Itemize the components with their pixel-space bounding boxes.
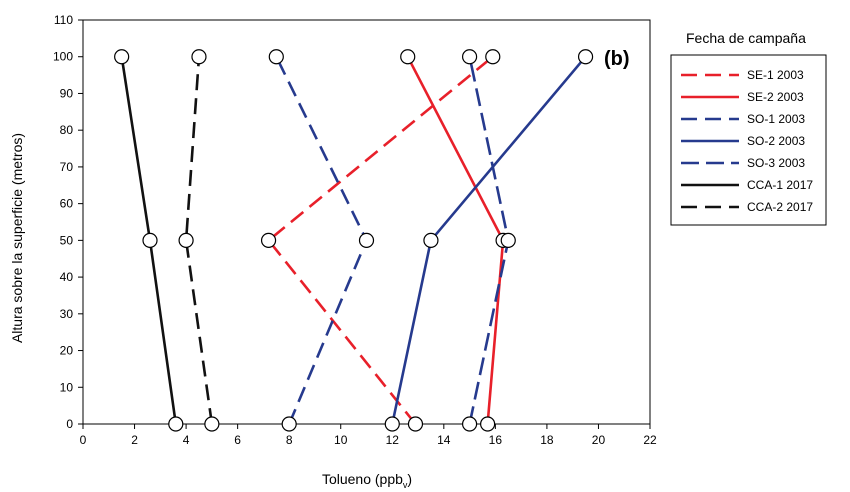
plot-frame	[82, 19, 651, 425]
y-tick-label: 0	[66, 417, 73, 431]
x-axis-title-close: )	[407, 471, 412, 487]
data-point	[142, 232, 158, 248]
data-point	[577, 49, 594, 65]
x-axis-title-main: Tolueno (ppb	[322, 471, 403, 487]
legend-label: CCA-2 2017	[747, 200, 813, 214]
data-point	[114, 49, 130, 65]
data-point	[204, 416, 220, 432]
data-point	[400, 49, 416, 65]
y-tick-label: 50	[60, 233, 74, 247]
y-tick-label: 110	[54, 13, 73, 27]
data-point	[500, 232, 516, 248]
y-tick-label: 20	[60, 344, 74, 358]
legend-title: Fecha de campaña	[686, 30, 806, 46]
x-tick-label: 20	[592, 433, 606, 447]
y-tick-label: 30	[60, 307, 74, 321]
x-tick-label: 2	[131, 433, 138, 447]
y-tick-label: 70	[60, 160, 74, 174]
data-point	[268, 49, 284, 65]
legend: SE-1 2003 SE-2 2003 SO-1 2003 SO-2 2003 SO-3…	[670, 54, 827, 226]
x-axis: 0 2 4 6 8 10 12 14 16 18 20 22	[80, 424, 657, 447]
series-line	[275, 56, 368, 425]
y-axis: 0 10 20 30 40 50 60 70 80 90 100 110	[53, 13, 83, 431]
y-tick-label: 80	[60, 123, 74, 137]
legend-box	[670, 54, 827, 226]
legend-label: CCA-1 2017	[747, 178, 813, 192]
x-tick-label: 0	[80, 433, 87, 447]
data-point	[281, 416, 297, 432]
data-point	[168, 416, 184, 432]
legend-label: SE-1 2003	[747, 68, 804, 82]
data-point	[407, 416, 424, 432]
panel-label: (b)	[604, 48, 630, 70]
series-layer	[114, 49, 594, 432]
series-line	[391, 55, 587, 425]
data-point	[461, 416, 478, 432]
y-tick-label: 60	[60, 197, 74, 211]
x-tick-label: 8	[286, 433, 293, 447]
legend-label: SO-3 2003	[747, 156, 805, 170]
x-tick-label: 14	[437, 433, 451, 447]
series-line	[266, 55, 494, 425]
x-axis-title-subscript: v	[403, 480, 408, 490]
x-axis-title: Tolueno (ppbv)	[322, 471, 412, 490]
legend-label: SO-2 2003	[747, 134, 805, 148]
data-point	[423, 232, 439, 248]
x-tick-label: 22	[643, 433, 657, 447]
x-tick-label: 10	[334, 433, 348, 447]
series-line	[406, 56, 505, 425]
y-tick-label: 90	[60, 86, 74, 100]
y-tick-label: 10	[60, 380, 74, 394]
x-tick-label: 12	[386, 433, 400, 447]
legend-label: SE-2 2003	[747, 90, 804, 104]
data-point	[260, 232, 277, 248]
x-tick-label: 6	[234, 433, 241, 447]
x-tick-label: 4	[183, 433, 190, 447]
data-point	[191, 49, 207, 65]
y-tick-label: 100	[53, 50, 73, 64]
x-tick-label: 16	[489, 433, 503, 447]
data-point	[384, 416, 400, 432]
data-point	[485, 49, 501, 65]
y-axis-title: Altura sobre la superficie (metros)	[9, 133, 25, 343]
y-tick-label: 40	[60, 270, 74, 284]
x-tick-label: 18	[540, 433, 554, 447]
data-point	[358, 232, 375, 248]
data-point	[178, 232, 194, 248]
plot-area	[82, 19, 651, 425]
data-point	[461, 49, 478, 65]
legend-label: SO-1 2003	[747, 112, 805, 126]
data-point	[480, 416, 496, 432]
series-line	[184, 56, 214, 425]
series-markers	[114, 49, 594, 432]
